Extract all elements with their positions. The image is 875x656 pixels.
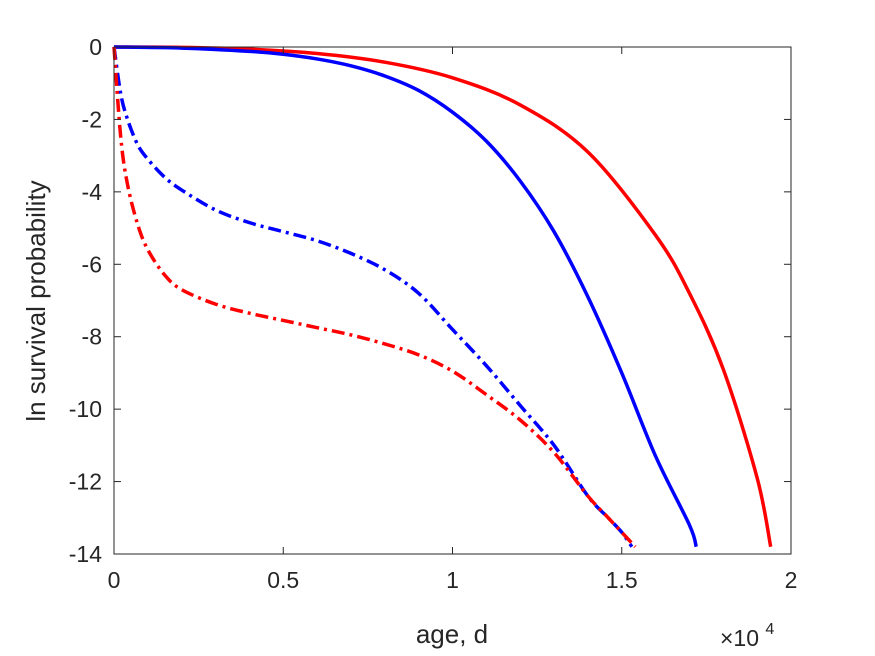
x-axis-multiplier-base: ×10 bbox=[720, 625, 759, 651]
x-tick-label: 1.5 bbox=[606, 567, 638, 593]
x-tick-label: 0 bbox=[108, 567, 121, 593]
series-line-4 bbox=[112, 46, 637, 548]
series-layer bbox=[112, 45, 773, 548]
series-line-3 bbox=[112, 46, 634, 548]
x-axis-multiplier-exponent: 4 bbox=[765, 621, 774, 638]
series-line-1 bbox=[113, 45, 773, 548]
y-axis-label: ln survival probability bbox=[21, 180, 51, 421]
y-tick-label: 0 bbox=[89, 34, 102, 60]
plot-area bbox=[114, 47, 791, 554]
y-tick-label: -6 bbox=[82, 251, 102, 277]
y-tick-label: -8 bbox=[82, 324, 102, 350]
x-tick-label: 1 bbox=[446, 567, 459, 593]
x-axis-multiplier: ×10 4 bbox=[720, 621, 774, 651]
x-axis-label: age, d bbox=[416, 619, 488, 649]
y-tick-label: -14 bbox=[69, 541, 102, 567]
y-tick-label: -12 bbox=[69, 469, 102, 495]
x-tick-label: 0.5 bbox=[267, 567, 299, 593]
x-tick-label: 2 bbox=[785, 567, 798, 593]
y-tick-label: -2 bbox=[82, 106, 102, 132]
y-tick-label: -10 bbox=[69, 396, 102, 422]
tick-layer: 0 0.5 1 1.5 2 0 -2 -4 -6 -8 -10 -12 -14 bbox=[69, 34, 798, 593]
series-line-2 bbox=[113, 45, 698, 548]
y-tick-label: -4 bbox=[82, 179, 103, 205]
